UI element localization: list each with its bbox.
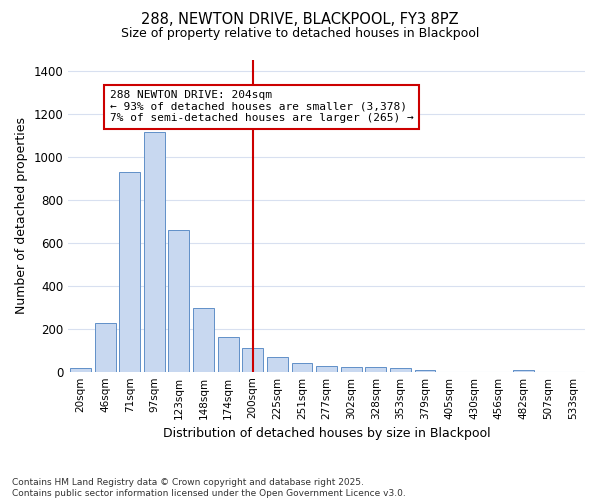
Bar [365, 368, 386, 372]
Text: 288, NEWTON DRIVE, BLACKPOOL, FY3 8PZ: 288, NEWTON DRIVE, BLACKPOOL, FY3 8PZ [141, 12, 459, 28]
Bar [95, 322, 116, 372]
Bar [513, 370, 534, 372]
Bar [70, 368, 91, 372]
Bar [390, 368, 411, 372]
Bar [193, 308, 214, 372]
Bar [316, 366, 337, 372]
Bar [169, 230, 190, 372]
Y-axis label: Number of detached properties: Number of detached properties [15, 118, 28, 314]
Text: 288 NEWTON DRIVE: 204sqm
← 93% of detached houses are smaller (3,378)
7% of semi: 288 NEWTON DRIVE: 204sqm ← 93% of detach… [110, 90, 414, 124]
Bar [415, 370, 436, 372]
Bar [292, 363, 313, 372]
Bar [144, 132, 165, 372]
Bar [341, 368, 362, 372]
Text: Size of property relative to detached houses in Blackpool: Size of property relative to detached ho… [121, 28, 479, 40]
Bar [242, 348, 263, 372]
Text: Contains HM Land Registry data © Crown copyright and database right 2025.
Contai: Contains HM Land Registry data © Crown c… [12, 478, 406, 498]
X-axis label: Distribution of detached houses by size in Blackpool: Distribution of detached houses by size … [163, 427, 490, 440]
Bar [267, 356, 288, 372]
Bar [218, 338, 239, 372]
Bar [119, 172, 140, 372]
